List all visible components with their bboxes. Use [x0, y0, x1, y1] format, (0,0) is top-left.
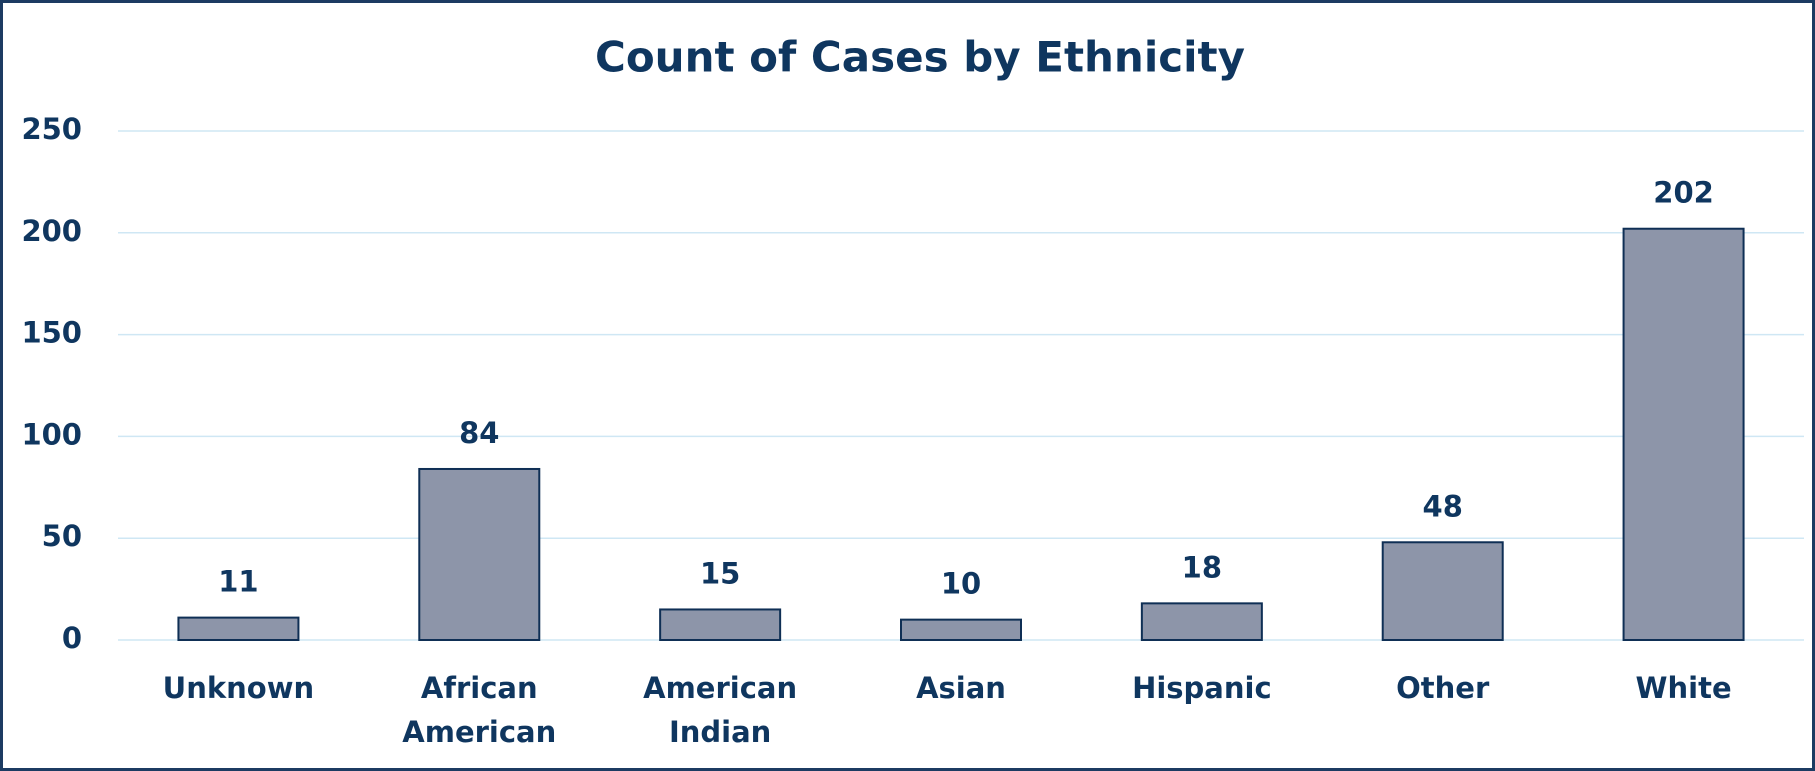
- data-label: 48: [1423, 489, 1463, 523]
- x-tick-label: Asian: [916, 671, 1006, 705]
- data-label: 10: [941, 567, 981, 601]
- x-tick-label: American Indian: [643, 671, 797, 749]
- y-tick-label: 100: [21, 417, 82, 451]
- y-tick-label: 0: [62, 621, 82, 655]
- bar: [659, 608, 782, 642]
- chart-title: Count of Cases by Ethnicity: [595, 33, 1245, 82]
- bar: [1140, 602, 1263, 641]
- y-tick-label: 50: [42, 519, 82, 553]
- bar: [900, 618, 1022, 642]
- data-label: 18: [1182, 550, 1222, 584]
- bar: [1381, 541, 1504, 641]
- x-tick-label: African American: [402, 671, 556, 749]
- x-tick-label: Unknown: [163, 671, 315, 705]
- data-label: 202: [1653, 176, 1714, 210]
- data-label: 11: [218, 565, 258, 599]
- y-tick-label: 200: [21, 214, 82, 248]
- y-tick-label: 150: [21, 316, 82, 350]
- data-label: 84: [459, 416, 499, 450]
- x-tick-label: Other: [1396, 671, 1490, 705]
- data-label: 15: [700, 556, 740, 590]
- bar: [177, 616, 300, 642]
- bar: [418, 467, 541, 642]
- x-tick-label: White: [1636, 671, 1732, 705]
- bar: [1622, 227, 1745, 641]
- x-tick-label: Hispanic: [1132, 671, 1272, 705]
- y-tick-label: 250: [21, 112, 82, 146]
